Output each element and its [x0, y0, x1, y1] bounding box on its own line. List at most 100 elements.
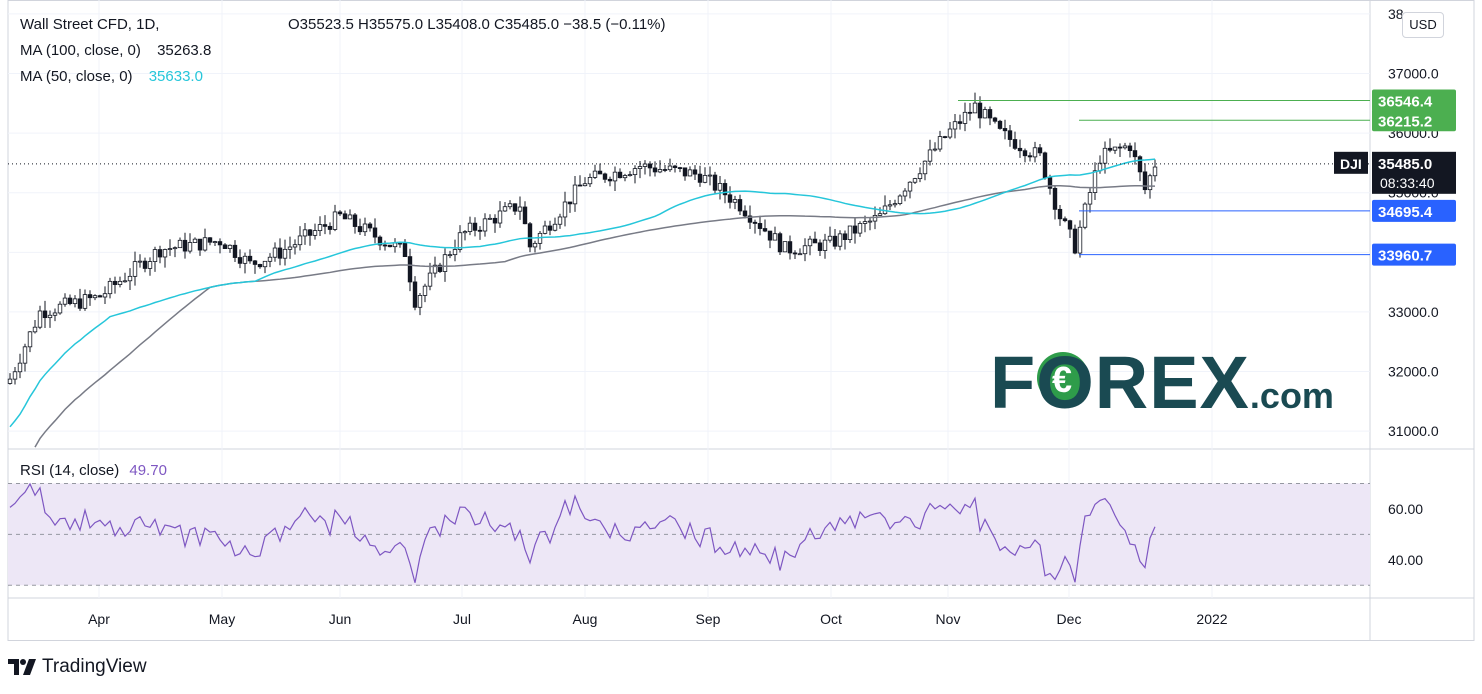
forex-coin-circle [1037, 352, 1089, 404]
candle-body [922, 160, 928, 175]
candle-body [497, 210, 503, 224]
time-tick-label: Jun [329, 611, 352, 627]
candle-body [547, 225, 553, 231]
candle-body [1052, 187, 1058, 210]
candle-body [407, 256, 413, 283]
candle-body [1147, 175, 1153, 191]
candle-body [1102, 147, 1108, 164]
ma50-legend[interactable]: MA (50, close, 0) 35633.0 [20, 68, 203, 85]
candle-body [1057, 208, 1063, 220]
candle-body [512, 203, 518, 212]
candle-body [337, 211, 343, 215]
tradingview-logo[interactable]: TradingView [8, 656, 147, 678]
candle-body [647, 163, 653, 169]
candle-body [947, 128, 953, 138]
candle-body [662, 169, 668, 171]
candle-body [807, 238, 813, 247]
rsi-tick-label: 60.00 [1388, 501, 1423, 517]
candle-body [237, 257, 243, 264]
candle-body [207, 237, 213, 243]
candle-body [322, 224, 328, 227]
rsi-legend[interactable]: RSI (14, close) 49.70 [20, 462, 167, 479]
candle-body [1037, 147, 1043, 154]
candle-body [787, 241, 793, 254]
time-tick-label: Sep [696, 611, 721, 627]
candle-body [992, 117, 998, 122]
candle-body [127, 275, 133, 282]
candle-body [517, 206, 523, 212]
candle-body [437, 264, 443, 272]
rsi-value: 49.70 [129, 462, 167, 479]
candle-body [122, 280, 128, 283]
candle-body [412, 281, 418, 308]
forex-brand: FOREX [990, 341, 1250, 424]
candle-body [232, 244, 238, 258]
candle-body [987, 109, 993, 119]
symbol-badge [1334, 151, 1368, 174]
level-label-box [1372, 243, 1456, 266]
candle-body [27, 331, 33, 348]
candle-body [707, 174, 713, 177]
candle-body [862, 221, 868, 224]
forex-coin-glyph: € [1052, 359, 1072, 400]
candle-body [17, 362, 23, 373]
symbol-title[interactable]: Wall Street CFD, 1D, [20, 16, 160, 33]
candle-body [327, 225, 333, 230]
candle-body [712, 174, 718, 191]
time-tick-label: 2022 [1196, 611, 1227, 627]
candle-body [542, 225, 548, 234]
candle-body [52, 312, 58, 316]
candle-body [892, 203, 898, 206]
countdown-label: 08:33:40 [1380, 175, 1435, 191]
candle-body [347, 214, 353, 220]
candle-body [817, 242, 823, 251]
candle-body [222, 244, 228, 249]
candle-body [1007, 130, 1013, 140]
candle-body [972, 102, 978, 114]
candle-body [242, 255, 248, 264]
candle-body [897, 195, 903, 204]
candle-body [617, 171, 623, 179]
ma100-legend[interactable]: MA (100, close, 0) 35263.8 [20, 42, 211, 59]
candle-body [212, 241, 218, 243]
candle-body [292, 244, 298, 248]
candle-body [842, 233, 848, 240]
currency-button[interactable]: USD [1402, 12, 1444, 38]
candle-body [287, 246, 293, 250]
candle-body [767, 230, 773, 241]
candle-body [552, 223, 558, 231]
candle-body [47, 314, 53, 319]
candle-body [852, 225, 858, 234]
candle-body [837, 233, 843, 247]
candle-body [487, 217, 493, 220]
candle-body [772, 233, 778, 241]
candle-body [902, 190, 908, 197]
candle-body [557, 216, 563, 225]
candle-body [917, 173, 923, 180]
candle-body [737, 199, 743, 212]
candle-body [357, 226, 363, 233]
candle-body [927, 149, 933, 162]
candle-body [42, 310, 48, 319]
candle-body [792, 252, 798, 255]
candle-body [467, 222, 473, 232]
candle-body [162, 249, 168, 258]
candle-body [627, 174, 633, 177]
candle-body [227, 244, 233, 249]
candle-body [82, 294, 88, 309]
candle-body [572, 184, 578, 205]
candle-body [117, 280, 123, 285]
candle-body [182, 239, 188, 252]
ma50-value: 35633.0 [148, 68, 203, 85]
candle-body [727, 194, 733, 203]
candle-body [1142, 171, 1148, 191]
price-tick-label: 32000.0 [1388, 364, 1439, 380]
last-price-box [1372, 151, 1456, 194]
level-label-box [1372, 109, 1456, 132]
candle-body [967, 111, 973, 114]
candle-body [92, 295, 98, 299]
candle-body [32, 326, 38, 333]
candle-body [777, 233, 783, 253]
candle-body [202, 237, 208, 251]
